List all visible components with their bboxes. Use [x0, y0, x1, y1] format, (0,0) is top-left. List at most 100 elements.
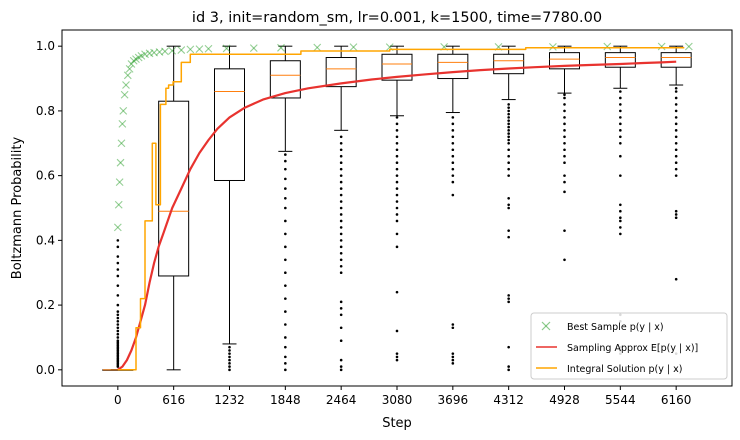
legend-x-marker-icon: [541, 321, 551, 331]
box-flier: [507, 365, 510, 368]
box-flier: [563, 135, 566, 139]
box-flier: [339, 271, 343, 275]
box-flier: [284, 284, 287, 287]
box-flier: [339, 187, 343, 190]
scatter-point-stroke: [117, 139, 126, 148]
box-flier: [451, 129, 455, 132]
scatter-point: [115, 178, 124, 186]
box-flier: [507, 300, 510, 304]
box-flier: [619, 219, 622, 223]
box-flier: [395, 290, 399, 294]
box-flier: [339, 252, 343, 255]
legend: Best Sample p(y | x) Sampling Approx E[p…: [530, 312, 728, 380]
box-flier: [507, 132, 510, 135]
box-flier: [507, 141, 510, 145]
box-flier: [619, 135, 622, 139]
scatter-point-stroke: [168, 46, 177, 55]
box-flier: [339, 206, 343, 210]
box-flier: [451, 122, 455, 126]
x-tick-label: 5544: [605, 393, 636, 407]
box-flier: [395, 154, 399, 158]
box-flier: [395, 187, 399, 190]
x-tick-label: 4312: [493, 393, 524, 407]
box-flier: [451, 193, 455, 197]
box-flier: [451, 362, 455, 365]
box-group: [102, 239, 134, 371]
scatter-point-stroke: [186, 45, 195, 54]
box-flier: [507, 161, 510, 164]
box-flier: [451, 141, 455, 145]
scatter-point-stroke: [116, 158, 125, 167]
box-flier: [284, 297, 287, 300]
box-flier: [674, 161, 678, 164]
box-flier: [674, 109, 678, 113]
box-group: [214, 45, 245, 372]
scatter-point-stroke: [603, 42, 612, 51]
box-body: [214, 68, 245, 181]
box-group: [325, 45, 357, 372]
box-flier: [674, 216, 678, 220]
box-flier: [674, 154, 678, 158]
scatter-point: [120, 90, 129, 99]
box-flier: [339, 200, 343, 203]
scatter-point: [161, 47, 169, 56]
box-flier: [395, 129, 399, 132]
box-flier: [451, 323, 455, 326]
box-body: [604, 52, 636, 68]
x-tick-label: 0: [114, 393, 122, 407]
box-flier: [451, 352, 455, 355]
plot-area: [102, 42, 693, 372]
scatter-point: [168, 46, 177, 55]
scatter-point: [125, 64, 134, 73]
box-flier: [284, 345, 287, 349]
x-tick-label: 4928: [549, 393, 580, 407]
box-flier: [674, 90, 678, 93]
box-flier: [284, 336, 287, 339]
x-tick-label: 2464: [326, 393, 357, 407]
box-flier: [284, 232, 287, 236]
box-flier: [339, 161, 343, 164]
scatter-point-stroke: [177, 46, 186, 54]
box-flier: [451, 326, 455, 330]
box-body: [437, 53, 469, 80]
box-flier: [563, 116, 566, 119]
box-flier: [395, 148, 399, 152]
box-flier: [507, 174, 510, 177]
x-tick-label: 1232: [214, 393, 245, 407]
box-flier: [619, 122, 622, 126]
box-flier: [284, 153, 287, 156]
box-flier: [619, 174, 622, 177]
scatter-point: [603, 42, 612, 51]
box-flier: [339, 141, 343, 145]
box-flier: [339, 167, 343, 171]
box-flier: [563, 258, 566, 262]
box-flier: [339, 213, 343, 216]
scatter-point-stroke: [122, 81, 130, 89]
scatter-point: [122, 81, 130, 89]
box-flier: [116, 339, 120, 342]
box-body: [549, 52, 580, 70]
box-flier: [674, 135, 678, 139]
box-flier: [563, 154, 566, 158]
box-flier: [339, 174, 343, 177]
box-flier: [507, 119, 510, 122]
box-flier: [395, 355, 399, 359]
box-flier: [228, 365, 231, 368]
box-body: [158, 100, 190, 277]
box-flier: [507, 345, 510, 349]
box-flier: [395, 358, 399, 362]
box-flier: [507, 203, 510, 207]
scatter-point: [177, 46, 186, 54]
scatter-point: [113, 223, 122, 232]
box-flier: [507, 154, 510, 158]
box-flier: [507, 129, 510, 132]
box-flier: [507, 196, 510, 200]
box-flier: [116, 303, 120, 307]
scatter-point: [117, 139, 126, 148]
box-flier: [507, 138, 510, 142]
box-flier: [619, 103, 622, 106]
box-flier: [619, 116, 622, 119]
box-flier: [674, 148, 678, 152]
box-flier: [507, 167, 510, 171]
box-flier: [674, 167, 678, 171]
